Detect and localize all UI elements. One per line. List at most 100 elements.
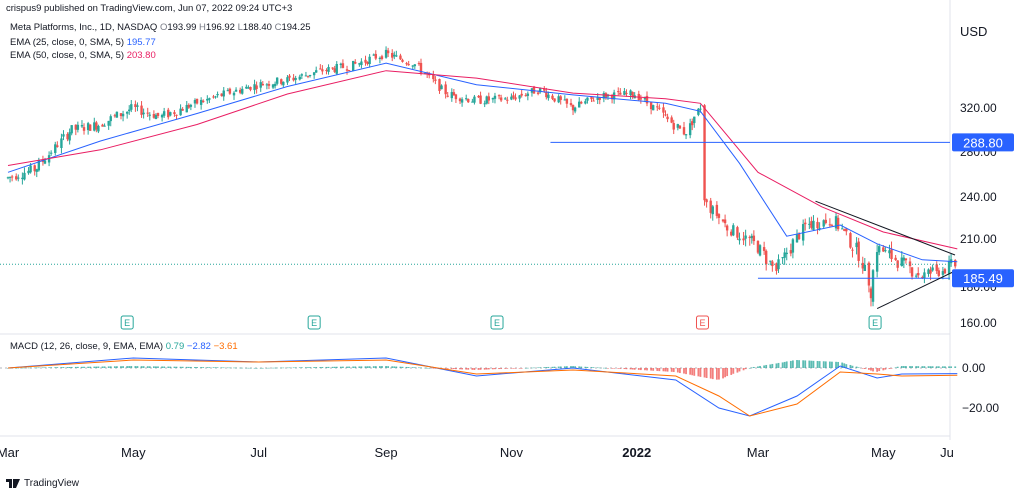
- macd-hist-bar: [95, 366, 98, 368]
- macd-hist-bar: [44, 367, 46, 368]
- open-value: 193.99: [167, 22, 197, 33]
- candle-body: [744, 235, 747, 239]
- macd-hist-bar: [222, 367, 225, 369]
- candle-body: [910, 267, 914, 277]
- candle-body: [130, 104, 133, 110]
- candle-body: [222, 90, 225, 97]
- macd-hist-bar: [911, 366, 913, 368]
- macd-hist-bar: [818, 361, 821, 368]
- macd-hist-bar: [368, 366, 371, 368]
- candle-body: [162, 111, 166, 116]
- price-tick-label: 210.00: [960, 232, 997, 246]
- candle-body: [185, 104, 188, 113]
- macd-hist-bar: [870, 368, 872, 371]
- candle-body: [524, 95, 527, 97]
- candle-body: [705, 199, 708, 203]
- candle-body: [580, 101, 583, 104]
- macd-hist-bar: [455, 368, 457, 370]
- candle-body: [520, 93, 523, 96]
- candle-body: [60, 138, 63, 148]
- macd-hist-bar: [288, 367, 291, 369]
- candle-body: [450, 92, 454, 99]
- candle-body: [23, 172, 26, 180]
- macd-hist-bar: [598, 367, 601, 369]
- macd-hist-bar: [650, 368, 653, 371]
- candle-body: [339, 63, 343, 65]
- macd-hist-bar: [944, 366, 946, 368]
- candle-body: [294, 78, 297, 80]
- macd-hist-bar: [97, 366, 100, 368]
- macd-hist-bar: [60, 367, 63, 368]
- macd-hist-bar: [346, 366, 348, 368]
- candle-body: [74, 124, 78, 130]
- candle-body: [189, 104, 193, 107]
- macd-hist-bar: [722, 368, 724, 379]
- macd-hist-bar: [245, 367, 248, 369]
- macd-hist-bar: [352, 366, 355, 368]
- candle-body: [666, 116, 669, 120]
- macd-hist-bar: [921, 366, 924, 368]
- macd-hist-bar: [473, 368, 476, 370]
- macd-hist-bar: [407, 367, 410, 368]
- macd-hist-bar: [179, 366, 182, 368]
- candle-body: [234, 89, 238, 92]
- macd-hist-bar: [888, 368, 891, 369]
- candle-body: [364, 59, 367, 63]
- macd-hist-bar: [652, 368, 655, 371]
- candle-body: [275, 77, 279, 84]
- candle-body: [68, 132, 71, 141]
- macd-hist-bar: [360, 366, 363, 368]
- macd-hist-bar: [432, 368, 435, 369]
- macd-hist-bar: [672, 368, 675, 372]
- candle-body: [319, 68, 322, 70]
- macd-hist-bar: [401, 366, 404, 368]
- macd-histogram: [7, 360, 957, 380]
- macd-hist-bar: [385, 366, 387, 368]
- macd-hist-bar: [444, 368, 447, 369]
- candle-body: [175, 114, 178, 116]
- macd-hist-bar: [857, 367, 860, 368]
- tradingview-watermark: TradingView: [6, 478, 79, 489]
- candle-body: [623, 91, 626, 95]
- macd-hist-bar: [658, 368, 661, 372]
- macd-hist-bar: [424, 367, 427, 369]
- candle-body: [783, 252, 786, 258]
- macd-hist-bar: [255, 367, 258, 369]
- macd-hist-bar: [33, 367, 36, 369]
- candle-body: [571, 104, 575, 111]
- candle-body: [748, 236, 751, 238]
- candle-body: [536, 92, 540, 94]
- macd-hist-bar: [265, 367, 268, 369]
- candle-body: [483, 103, 486, 105]
- candle-body: [900, 257, 903, 266]
- macd-hist-bar: [685, 368, 687, 375]
- macd-hist-bar: [89, 366, 92, 368]
- macd-hist-bar: [697, 368, 700, 377]
- macd-hist-bar: [894, 367, 897, 369]
- candle-body: [752, 235, 756, 242]
- price-label-badge: 185.49: [952, 269, 1014, 288]
- candle-body: [327, 66, 330, 72]
- time-tick-label: Mar: [0, 445, 20, 460]
- candle-body: [487, 96, 491, 101]
- candle-body: [935, 264, 938, 272]
- candle-body: [446, 95, 449, 97]
- macd-hist-bar: [333, 366, 336, 368]
- candle-body: [29, 165, 32, 173]
- candle-body: [804, 222, 807, 225]
- macd-hist-bar: [233, 367, 235, 369]
- macd-hist-bar: [465, 368, 468, 370]
- candle-body: [411, 65, 414, 67]
- candle-body: [941, 271, 945, 275]
- macd-hist-bar: [512, 368, 515, 369]
- macd-hist-bar: [744, 368, 747, 370]
- candle-body: [888, 250, 891, 254]
- macd-hist-bar: [596, 367, 599, 369]
- macd-tick-label: −20.00: [962, 401, 999, 415]
- macd-hist-bar: [954, 366, 957, 368]
- macd-hist-bar: [120, 366, 122, 368]
- candle-body: [464, 98, 468, 100]
- candle-body: [95, 122, 98, 130]
- candle-body: [553, 98, 556, 102]
